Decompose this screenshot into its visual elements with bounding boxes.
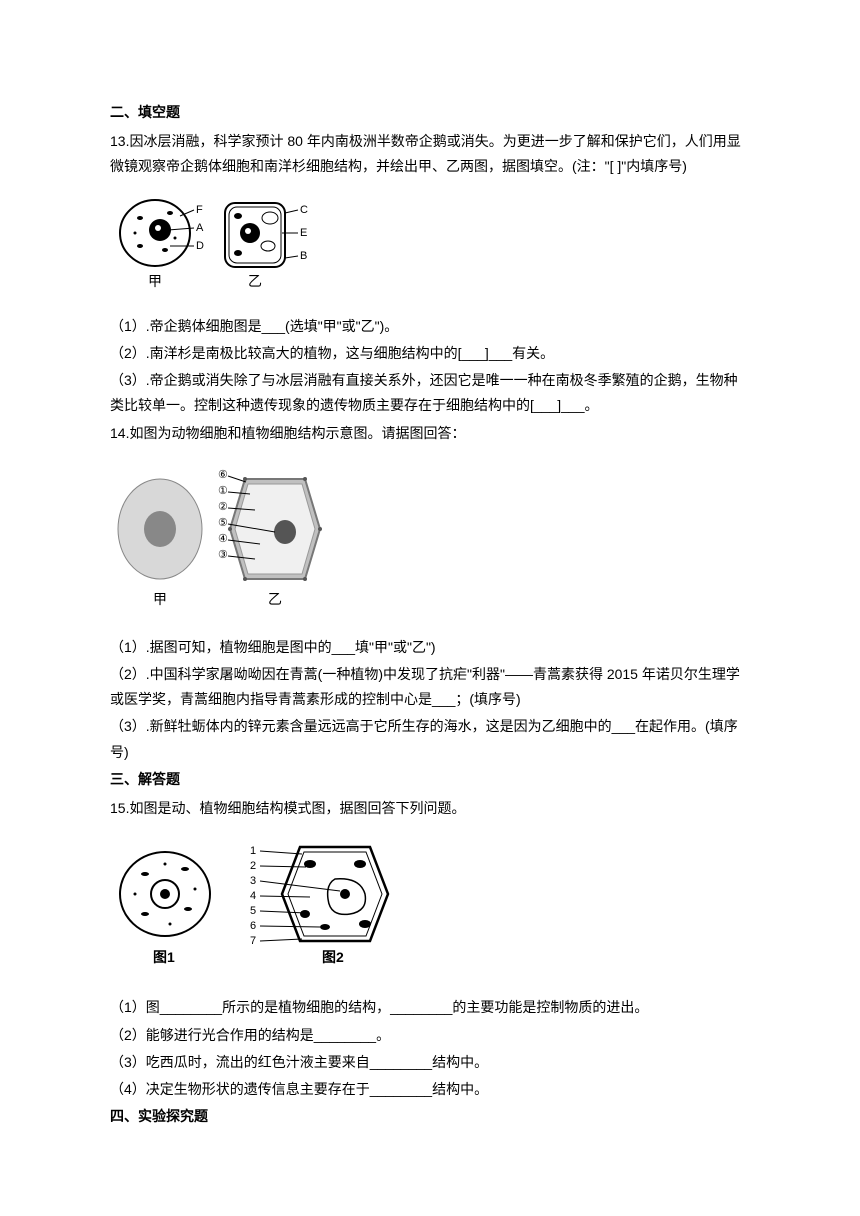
section-3-heading: 三、解答题 [110, 767, 750, 792]
section-4-heading: 四、实验探究题 [110, 1104, 750, 1129]
q13-caption-right: 乙 [248, 273, 262, 289]
label-n6: 6 [250, 920, 256, 932]
q15-figure: 图1 1 2 3 4 5 6 7 图2 [110, 829, 410, 979]
label-5: ⑤ [218, 517, 228, 529]
q15-intro: 15.如图是动、植物细胞结构模式图，据图回答下列问题。 [110, 796, 750, 821]
label-n4: 4 [250, 890, 256, 902]
q14-caption-right: 乙 [268, 591, 282, 607]
q14-sub3: （3）.新鲜牡蛎体内的锌元素含量远远高于它所生存的海水，这是因为乙细胞中的___… [110, 714, 750, 764]
q14-sub1: （1）.据图可知，植物细胞是图中的___填"甲"或"乙") [110, 635, 750, 660]
label-n2: 2 [250, 860, 256, 872]
q13-sub3: （3）.帝企鹅或消失除了与冰层消融有直接关系外，还因它是唯一一种在南极冬季繁殖的… [110, 368, 750, 418]
label-B: B [300, 250, 307, 262]
label-1: ① [218, 485, 228, 497]
q14-figure: 甲 ⑥ ① ② ⑤ ④ ③ 乙 [110, 454, 340, 619]
label-D: D [196, 240, 204, 252]
label-6: ⑥ [218, 469, 228, 481]
label-F: F [196, 204, 203, 216]
label-3: ③ [218, 549, 228, 561]
q13-figure: F A D 甲 C E B 乙 [110, 188, 330, 298]
label-2: ② [218, 501, 228, 513]
q14-intro: 14.如图为动物细胞和植物细胞结构示意图。请据图回答： [110, 421, 750, 446]
label-A: A [196, 222, 204, 234]
label-E: E [300, 227, 307, 239]
section-2-heading: 二、填空题 [110, 100, 750, 125]
q13-caption-left: 甲 [148, 273, 162, 289]
q13-intro: 13.因冰层消融，科学家预计 80 年内南极洲半数帝企鹅或消失。为更进一步了解和… [110, 129, 750, 179]
label-n1: 1 [250, 845, 256, 857]
q15-caption-right: 图2 [322, 949, 344, 965]
q13-sub2: （2）.南洋杉是南极比较高大的植物，这与细胞结构中的[___]___有关。 [110, 341, 750, 366]
label-n5: 5 [250, 905, 256, 917]
q14-caption-left: 甲 [153, 591, 167, 607]
q15-sub4: （4）决定生物形状的遗传信息主要存在于________结构中。 [110, 1077, 750, 1102]
q15-sub1: （1）图________所示的是植物细胞的结构，________的主要功能是控制… [110, 995, 750, 1020]
q15-sub2: （2）能够进行光合作用的结构是________。 [110, 1023, 750, 1048]
q14-sub2: （2）.中国科学家屠呦呦因在青蒿(一种植物)中发现了抗疟"利器"——青蒿素获得 … [110, 662, 750, 712]
q13-sub1: （1）.帝企鹅体细胞图是___(选填"甲"或"乙")。 [110, 314, 750, 339]
label-4: ④ [218, 533, 228, 545]
q15-sub3: （3）吃西瓜时，流出的红色汁液主要来自________结构中。 [110, 1050, 750, 1075]
label-n7: 7 [250, 935, 256, 947]
label-C: C [300, 204, 308, 216]
q15-caption-left: 图1 [153, 949, 175, 965]
label-n3: 3 [250, 875, 256, 887]
